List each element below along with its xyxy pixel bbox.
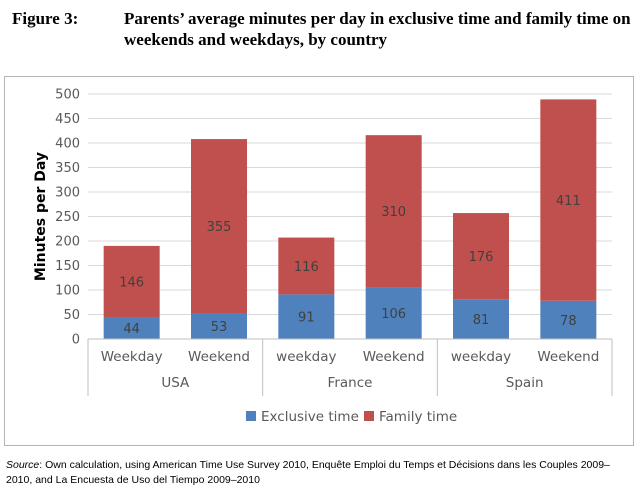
legend-swatch bbox=[364, 411, 374, 421]
x-tick-label: Weekend bbox=[537, 349, 599, 365]
bar-segment bbox=[540, 300, 597, 339]
x-tick-label: Weekend bbox=[363, 349, 425, 365]
bar-segment bbox=[365, 287, 422, 339]
x-tick-label: Weekend bbox=[188, 349, 250, 365]
legend-label: Exclusive time bbox=[261, 409, 359, 425]
y-tick-label: 500 bbox=[55, 88, 80, 103]
y-tick-label: 300 bbox=[55, 186, 80, 201]
y-tick-label: 100 bbox=[55, 284, 80, 299]
y-axis-title: Minutes per Day bbox=[33, 152, 49, 281]
y-tick-label: 250 bbox=[55, 210, 80, 225]
data-label: 81 bbox=[473, 313, 490, 328]
x-tick-label: Weekday bbox=[101, 349, 163, 365]
bar-segment bbox=[191, 139, 247, 314]
bar-segment bbox=[365, 135, 422, 288]
y-tick-label: 400 bbox=[55, 137, 80, 152]
bar-segment bbox=[103, 245, 160, 318]
data-label: 91 bbox=[298, 311, 315, 326]
source-note: Source: Own calculation, using American … bbox=[6, 458, 636, 488]
data-label: 355 bbox=[207, 220, 232, 235]
chart-frame: 0 50 100 150 200 250 300 350 400 450 500 Minutes pe… bbox=[4, 76, 634, 446]
x-tick-label: weekday bbox=[451, 349, 511, 365]
bar-segment bbox=[540, 99, 597, 301]
y-tick-label: 350 bbox=[55, 161, 80, 176]
y-tick-label: 450 bbox=[55, 112, 80, 127]
bar-segment bbox=[453, 213, 509, 300]
bar-segment bbox=[278, 294, 335, 339]
legend-label: Family time bbox=[379, 409, 457, 425]
y-tick-label: 0 bbox=[72, 333, 80, 348]
source-label: Source bbox=[6, 459, 40, 471]
figure-title: Parents’ average minutes per day in excl… bbox=[124, 9, 631, 49]
x-tick-label: weekday bbox=[276, 349, 336, 365]
figure-label: Figure 3: bbox=[12, 9, 79, 28]
group-label: USA bbox=[161, 375, 190, 391]
y-tick-label: 50 bbox=[63, 308, 80, 323]
bar-segment bbox=[278, 237, 335, 295]
data-label: 44 bbox=[123, 322, 140, 337]
y-tick-label: 200 bbox=[55, 235, 80, 250]
source-text: : Own calculation, using American Time U… bbox=[6, 459, 610, 486]
bar-segment bbox=[453, 299, 509, 339]
bar-segment bbox=[191, 313, 247, 339]
data-label: 176 bbox=[469, 250, 494, 265]
data-label: 53 bbox=[211, 320, 228, 335]
data-label: 78 bbox=[560, 314, 577, 329]
y-tick-label: 150 bbox=[55, 259, 80, 274]
bar-segment bbox=[103, 317, 160, 339]
data-label: 146 bbox=[119, 276, 144, 291]
group-label: France bbox=[328, 375, 373, 391]
data-label: 106 bbox=[381, 307, 406, 322]
data-label: 411 bbox=[556, 194, 581, 209]
data-label: 310 bbox=[381, 205, 406, 220]
data-label: 116 bbox=[294, 260, 319, 275]
group-label: Spain bbox=[506, 375, 544, 391]
stacked-bar-chart: 0 50 100 150 200 250 300 350 400 450 500 Minutes pe… bbox=[33, 88, 613, 425]
legend-swatch bbox=[246, 411, 256, 421]
